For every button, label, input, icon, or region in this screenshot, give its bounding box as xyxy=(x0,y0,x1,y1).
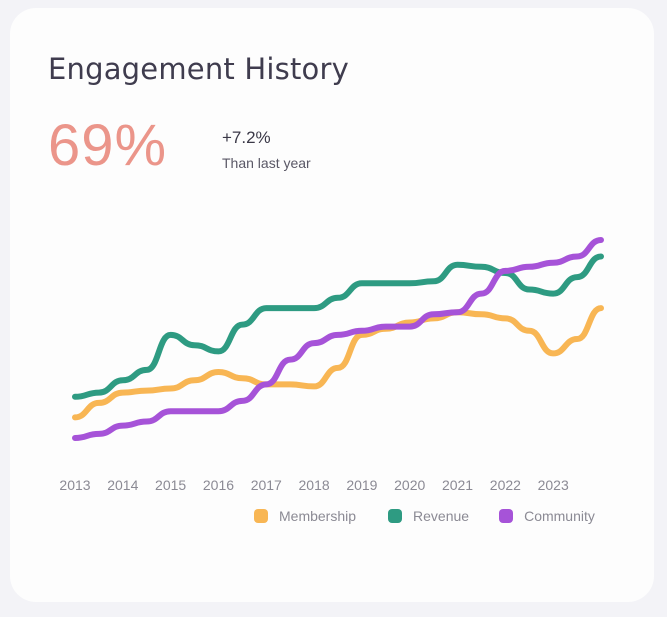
legend-item-membership[interactable]: Membership xyxy=(254,508,356,524)
chart-legend: Membership Revenue Community xyxy=(254,508,595,524)
chart-lines xyxy=(72,237,604,441)
engagement-card: Engagement History 69% +7.2% Than last y… xyxy=(10,8,654,602)
x-tick-label: 2020 xyxy=(394,477,425,493)
big-percentage: 69% xyxy=(48,113,168,178)
x-tick-label: 2021 xyxy=(442,477,473,493)
x-tick-label: 2016 xyxy=(203,477,234,493)
series-line-membership xyxy=(72,305,604,421)
legend-swatch-membership xyxy=(254,509,268,523)
series-line-revenue xyxy=(72,253,604,400)
x-tick-label: 2017 xyxy=(251,477,282,493)
delta-label: Than last year xyxy=(222,155,311,171)
x-tick-label: 2018 xyxy=(299,477,330,493)
legend-label-revenue: Revenue xyxy=(413,508,470,524)
x-tick-label: 2014 xyxy=(107,477,138,493)
series-line-community xyxy=(72,237,604,441)
delta-value: +7.2% xyxy=(222,128,271,147)
legend-swatch-revenue xyxy=(388,509,403,523)
legend-item-community[interactable]: Community xyxy=(499,508,595,524)
x-tick-label: 2019 xyxy=(346,477,377,493)
card-title: Engagement History xyxy=(48,52,349,86)
x-tick-label: 2023 xyxy=(538,477,569,493)
legend-label-membership: Membership xyxy=(279,508,357,524)
legend-label-community: Community xyxy=(524,508,595,524)
legend-swatch-community xyxy=(499,509,514,523)
line-chart: 2013 2014 2015 2016 2017 2018 2019 2020 2021 2022… xyxy=(59,237,604,493)
x-tick-label: 2013 xyxy=(59,477,90,493)
legend-item-revenue[interactable]: Revenue xyxy=(388,508,469,524)
x-tick-label: 2022 xyxy=(490,477,521,493)
x-tick-label: 2015 xyxy=(155,477,186,493)
x-axis-ticks: 2013 2014 2015 2016 2017 2018 2019 2020 2021 2022… xyxy=(59,477,569,493)
